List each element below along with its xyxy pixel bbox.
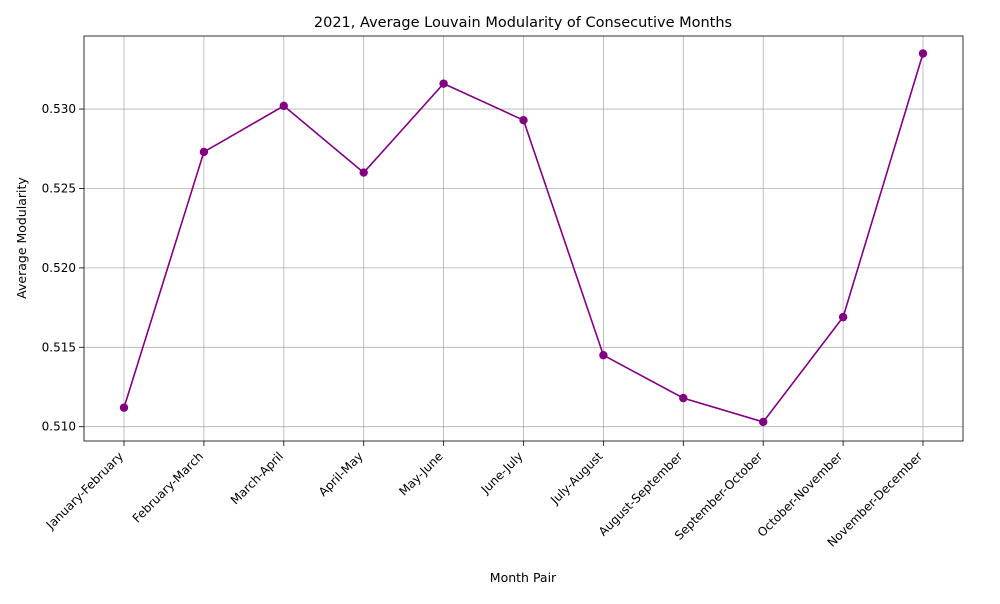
x-tick-label: March-April bbox=[228, 449, 286, 507]
y-tick-label: 0.530 bbox=[42, 102, 76, 116]
plot-frame bbox=[83, 35, 964, 442]
data-point bbox=[759, 417, 768, 427]
data-point bbox=[599, 351, 608, 360]
x-tick-label: April-May bbox=[316, 449, 366, 499]
data-point bbox=[199, 147, 209, 157]
x-tick-label: May-June bbox=[396, 449, 445, 498]
data-point bbox=[119, 403, 129, 412]
x-tick-label: January-February bbox=[43, 449, 126, 532]
data-point bbox=[519, 115, 528, 125]
data-point bbox=[359, 168, 368, 177]
tick-labels: January-February February-March March-Apri… bbox=[42, 102, 926, 550]
data-point bbox=[279, 101, 288, 111]
x-tick-label: August-September bbox=[596, 449, 686, 539]
x-axis-label: Month Pair bbox=[490, 570, 557, 585]
data-point bbox=[679, 393, 688, 403]
y-tick-label: 0.520 bbox=[42, 261, 76, 275]
data-point bbox=[838, 312, 848, 322]
x-tick-label: February-March bbox=[130, 449, 206, 525]
data-point bbox=[918, 49, 928, 58]
x-tick-label: July-August bbox=[547, 449, 605, 507]
y-tick-label: 0.525 bbox=[42, 181, 76, 195]
x-tick-label: June-July bbox=[478, 449, 526, 497]
series bbox=[119, 49, 928, 427]
chart-title: 2021, Average Louvain Modularity of Cons… bbox=[314, 15, 732, 31]
x-tick-label: September-October bbox=[672, 449, 766, 543]
grid bbox=[84, 36, 963, 441]
y-tick-label: 0.510 bbox=[42, 420, 76, 434]
y-tick-label: 0.515 bbox=[42, 340, 76, 354]
data-point bbox=[439, 79, 448, 88]
axes bbox=[79, 35, 964, 446]
y-axis-label: Average Modularity bbox=[14, 177, 29, 299]
x-tick-label: October-November bbox=[755, 449, 846, 540]
